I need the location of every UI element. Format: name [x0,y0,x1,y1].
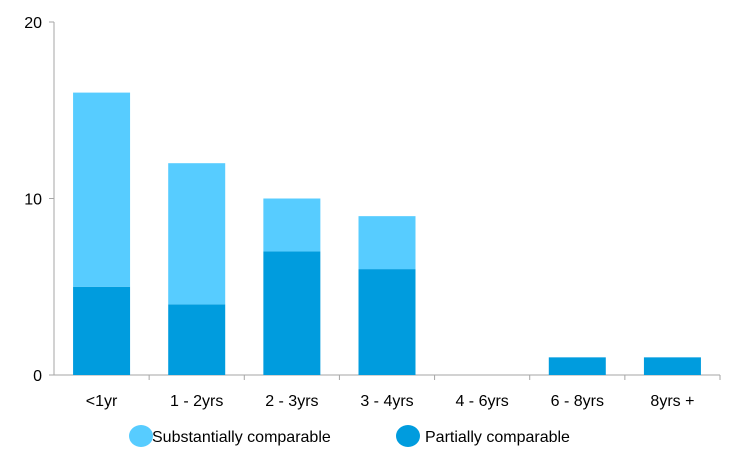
bar-segment-partially-5 [548,357,606,375]
legend-label: Partially comparable [425,429,570,446]
legend-marker [396,425,420,447]
bar-segment-substantially-3 [358,216,416,270]
bar-segment-partially-1 [168,304,226,375]
x-tick-label: 1 - 2yrs [170,393,223,410]
bar-segment-partially-6 [643,357,701,375]
x-axis [54,374,721,380]
bar-segment-substantially-2 [263,198,321,252]
y-axis [49,21,55,376]
bar-segment-substantially-1 [168,163,226,305]
x-tick-label: 4 - 6yrs [455,393,508,410]
y-tick-labels: 0 10 20 [24,15,42,385]
x-tick-label: 3 - 4yrs [360,393,413,410]
bar-segment-partially-3 [358,269,416,375]
legend: Substantially comparable Partially compar… [129,425,570,447]
bars [73,92,701,375]
bar-segment-partially-2 [263,251,321,375]
y-tick-label: 10 [24,192,42,209]
x-tick-labels: <1yr 1 - 2yrs 2 - 3yrs 3 - 4yrs 4 - 6yrs 6 - … [86,393,695,410]
x-tick-label: 8yrs + [650,393,694,410]
legend-label: Substantially comparable [152,429,331,446]
legend-marker [129,425,153,447]
x-tick-label: 2 - 3yrs [265,393,318,410]
y-tick-label: 20 [24,15,42,32]
bar-segment-substantially-0 [73,92,131,287]
bar-segment-partially-0 [73,286,131,375]
x-tick-label: 6 - 8yrs [551,393,604,410]
x-tick-label: <1yr [86,393,118,410]
y-tick-label: 0 [33,368,42,385]
